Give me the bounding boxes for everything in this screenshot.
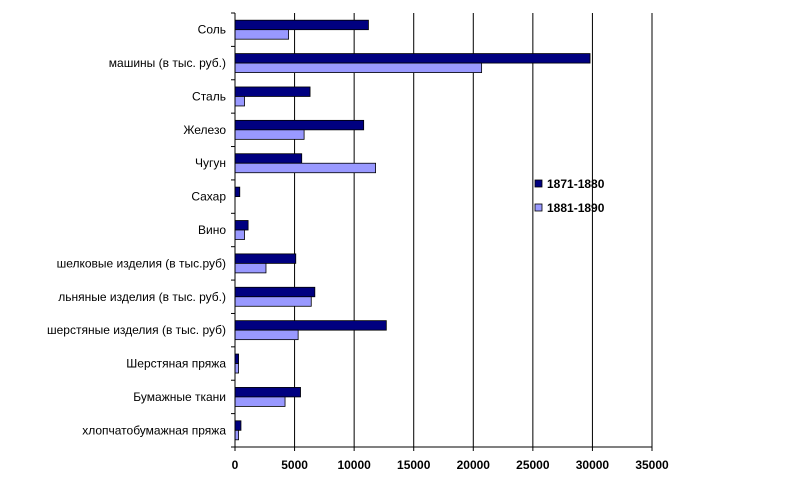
bar [234,296,312,307]
bar [234,420,242,431]
x-tick-label: 5000 [281,458,308,472]
category-label: шелковые изделия (в тыс.руб) [57,256,226,270]
x-tick-labels: 0 5000 10000 15000 20000 25000 30000 35000 [232,458,669,472]
category-label: Соль [198,23,226,37]
x-tick-label: 10000 [337,458,371,472]
category-label: Бумажные ткани [133,390,226,404]
x-tick-label: 30000 [576,458,610,472]
category-label: льняные изделия (в тыс. руб.) [58,290,226,304]
x-tick-label: 0 [232,458,239,472]
category-label: Вино [198,223,226,237]
category-label: Железо [183,123,226,137]
bar [234,396,286,407]
x-tick-label: 15000 [397,458,431,472]
category-label: Сталь [192,89,226,103]
bar [234,53,591,64]
bar [234,353,239,364]
category-label: шерстяные изделия (в тыс. руб) [47,323,226,337]
bars [234,19,591,441]
bar [234,229,245,240]
bar [234,162,376,174]
grid-lines [294,13,653,447]
bar [234,29,290,40]
category-labels: Соль машины (в тыс. руб.) Сталь Железо Чугун… [47,23,226,438]
legend: 1871-1880 1881-1890 [534,177,605,215]
legend-label: 1881-1890 [547,201,605,215]
bar [234,96,245,107]
bar [234,220,249,231]
bar [234,363,239,374]
bar [234,320,387,331]
category-label: Чугун [195,156,226,170]
legend-swatch [534,179,543,188]
bar [234,129,305,140]
bar [234,62,483,73]
bar [234,329,299,341]
bar [234,153,303,164]
category-label: машины (в тыс. руб.) [109,56,226,70]
bar [234,286,316,298]
category-label: хлопчатобумажная пряжа [82,423,226,437]
bar [234,262,267,274]
bar [234,86,311,97]
bar [234,387,301,398]
bar [234,253,297,264]
bar [234,119,365,131]
category-label: Шерстяная пряжа [126,357,226,371]
x-tick-label: 20000 [457,458,491,472]
x-tick-label: 35000 [635,458,669,472]
legend-swatch [534,203,543,212]
axes [231,12,653,451]
legend-label: 1871-1880 [547,177,605,191]
bar [234,429,239,441]
bar [234,186,241,198]
bar [234,19,369,31]
x-tick-label: 25000 [516,458,550,472]
category-label: Сахар [191,190,226,204]
